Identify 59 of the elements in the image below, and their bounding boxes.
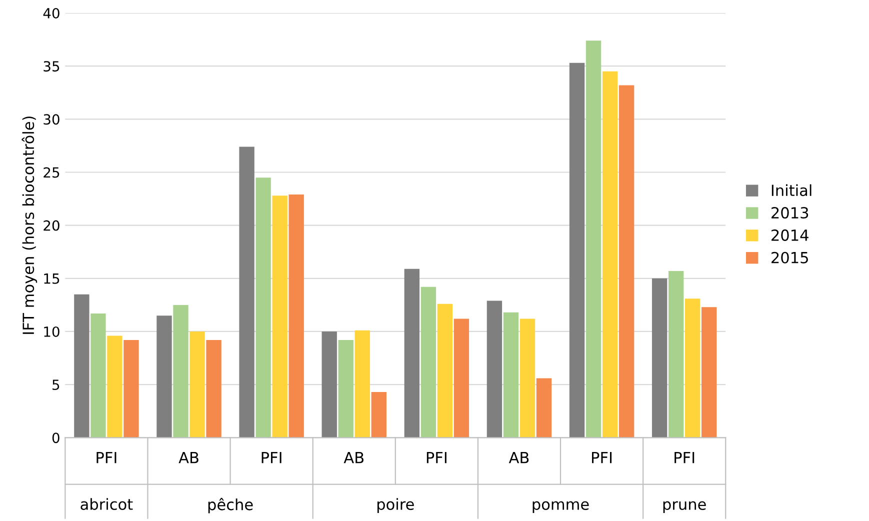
bar [520, 318, 536, 438]
bar [354, 330, 370, 438]
x-tick-label: PFI [262, 452, 282, 464]
bar [124, 340, 139, 438]
x-tick-label: PFI [96, 452, 116, 464]
bar [702, 307, 717, 438]
text: pêche [208, 498, 253, 514]
y-tick-label: 5 [52, 380, 60, 390]
bar [652, 278, 668, 438]
x-tick-label: PFI [592, 452, 612, 464]
bar [404, 268, 420, 438]
bar [322, 331, 337, 438]
legend-label: Initial [772, 184, 812, 196]
bar [156, 316, 172, 438]
y-tick-label: 25 [44, 167, 60, 178]
y-tick-label: 15 [44, 274, 60, 284]
text: pomme [532, 501, 589, 513]
bar [272, 196, 288, 438]
bar [239, 146, 254, 438]
y-tick-label: 20 [44, 220, 60, 231]
bar [338, 340, 354, 438]
x-tick-label: AB [344, 452, 364, 464]
y-tick-label: 40 [43, 8, 60, 18]
bar [602, 71, 618, 438]
x-tick-label: PFI [674, 452, 694, 464]
legend-label: 2014 [772, 229, 808, 241]
bar [454, 318, 470, 438]
bar [503, 312, 519, 438]
y-tick-label: 35 [44, 61, 60, 72]
bar [190, 331, 205, 438]
y-tick-label: 10 [44, 326, 60, 337]
legend-label: 2015 [772, 252, 808, 264]
x-tick-label: PFI [426, 452, 446, 464]
bar [668, 270, 684, 438]
y-tick-label: 0 [52, 432, 60, 444]
bar [90, 313, 106, 438]
bar [618, 85, 634, 438]
bar [685, 298, 700, 438]
bar [486, 300, 502, 438]
bar [74, 294, 90, 438]
bar [107, 336, 122, 438]
text: abricot [80, 498, 133, 510]
bar [569, 62, 585, 438]
bar [173, 304, 188, 438]
legend-label: 2013 [772, 206, 808, 219]
text: prune [663, 501, 706, 513]
y-tick-label: 30 [44, 114, 60, 125]
bar [437, 304, 453, 438]
bar [206, 340, 222, 438]
bar [420, 286, 436, 438]
bar [586, 40, 602, 438]
bar [256, 178, 271, 438]
x-tick-label: AB [178, 452, 198, 464]
x-tick-label: AB [508, 452, 529, 464]
bar [288, 194, 304, 438]
text: poire [377, 498, 414, 513]
bar [536, 378, 552, 438]
bar [371, 392, 386, 438]
y-axis-title: IFT moyen (hors biocontrôle) [22, 116, 38, 334]
